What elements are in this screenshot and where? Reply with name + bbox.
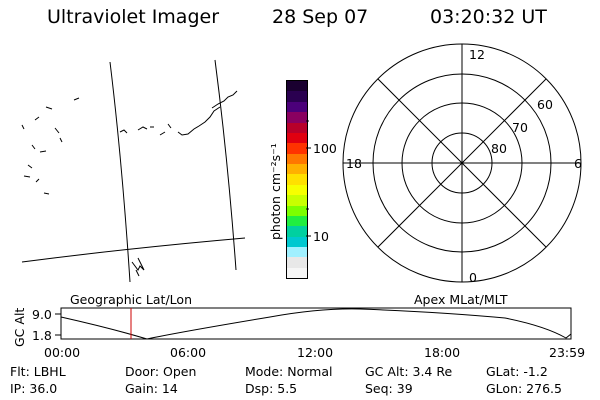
colorbar-swatch (287, 205, 307, 216)
filter-label: Flt: LBHL (10, 364, 66, 379)
colorbar-swatch (287, 101, 307, 113)
colorbar-swatch (287, 215, 307, 227)
colorbar-swatch (287, 112, 307, 123)
mlt-label-0: 0 (469, 270, 477, 285)
colorbar-tick-100: 100 (313, 141, 337, 156)
colorbar-swatch (287, 226, 307, 237)
glon-label: GLon: 276.5 (486, 381, 562, 396)
date-label: 28 Sep 07 (272, 6, 369, 28)
time-tick-2: 12:00 (297, 345, 334, 360)
colorbar-swatch (287, 236, 307, 247)
longitude-line (214, 59, 237, 271)
orbit-altitude-curve (60, 308, 572, 340)
colorbar-swatch (287, 132, 307, 144)
colorbar-swatch (287, 257, 307, 268)
lat-label-70: 70 (512, 120, 528, 135)
mode-label: Mode: Normal (245, 364, 333, 379)
colorbar-swatch (287, 143, 307, 154)
dsp-label: Dsp: 5.5 (245, 381, 298, 396)
polar-diagonal (377, 78, 547, 248)
orbit-y-top: 9.0 (32, 307, 52, 322)
time-tick-4: 23:59 (549, 345, 586, 360)
colorbar-swatch (287, 91, 307, 102)
instrument-title: Ultraviolet Imager (47, 6, 220, 28)
door-label: Door: Open (125, 364, 197, 379)
lat-label-80: 80 (491, 141, 507, 156)
lat-label-60: 60 (537, 97, 553, 112)
glat-label: GLat: -1.2 (486, 364, 548, 379)
mlt-label-6: 6 (574, 156, 582, 171)
time-tick-1: 06:00 (170, 345, 207, 360)
colorbar-swatch (287, 122, 307, 133)
longitude-line (109, 61, 131, 283)
time-tick-0: 00:00 (44, 345, 81, 360)
time-tick-3: 18:00 (424, 345, 461, 360)
ip-label: IP: 36.0 (10, 381, 58, 396)
colorbar-swatch (287, 247, 307, 258)
seq-label: Seq: 39 (365, 381, 413, 396)
coastline-fragments (21, 90, 238, 277)
colorbar-tick-10: 10 (313, 229, 329, 244)
orbit-y-bottom: 1.8 (32, 328, 52, 343)
time-label: 03:20:32 UT (430, 6, 547, 28)
mlt-label-12: 12 (469, 47, 485, 62)
colorbar-swatch (287, 267, 307, 279)
orbit-frame (60, 307, 572, 340)
latitude-line (21, 237, 246, 263)
colorbar-swatch (287, 174, 307, 185)
mlt-label-18: 18 (346, 156, 362, 171)
colorbar-swatch (287, 184, 307, 196)
gain-label: Gain: 14 (125, 381, 178, 396)
gc-alt-label: GC Alt: 3.4 Re (365, 364, 453, 379)
colorbar-swatch (287, 164, 307, 175)
apex-mlat-mlt-label: Apex MLat/MLT (414, 292, 508, 307)
colorbar (286, 80, 308, 279)
geographic-lat-lon-label: Geographic Lat/Lon (70, 292, 192, 307)
colorbar-swatch (287, 195, 307, 206)
colorbar-swatch (287, 153, 307, 164)
colorbar-swatch (287, 81, 307, 92)
